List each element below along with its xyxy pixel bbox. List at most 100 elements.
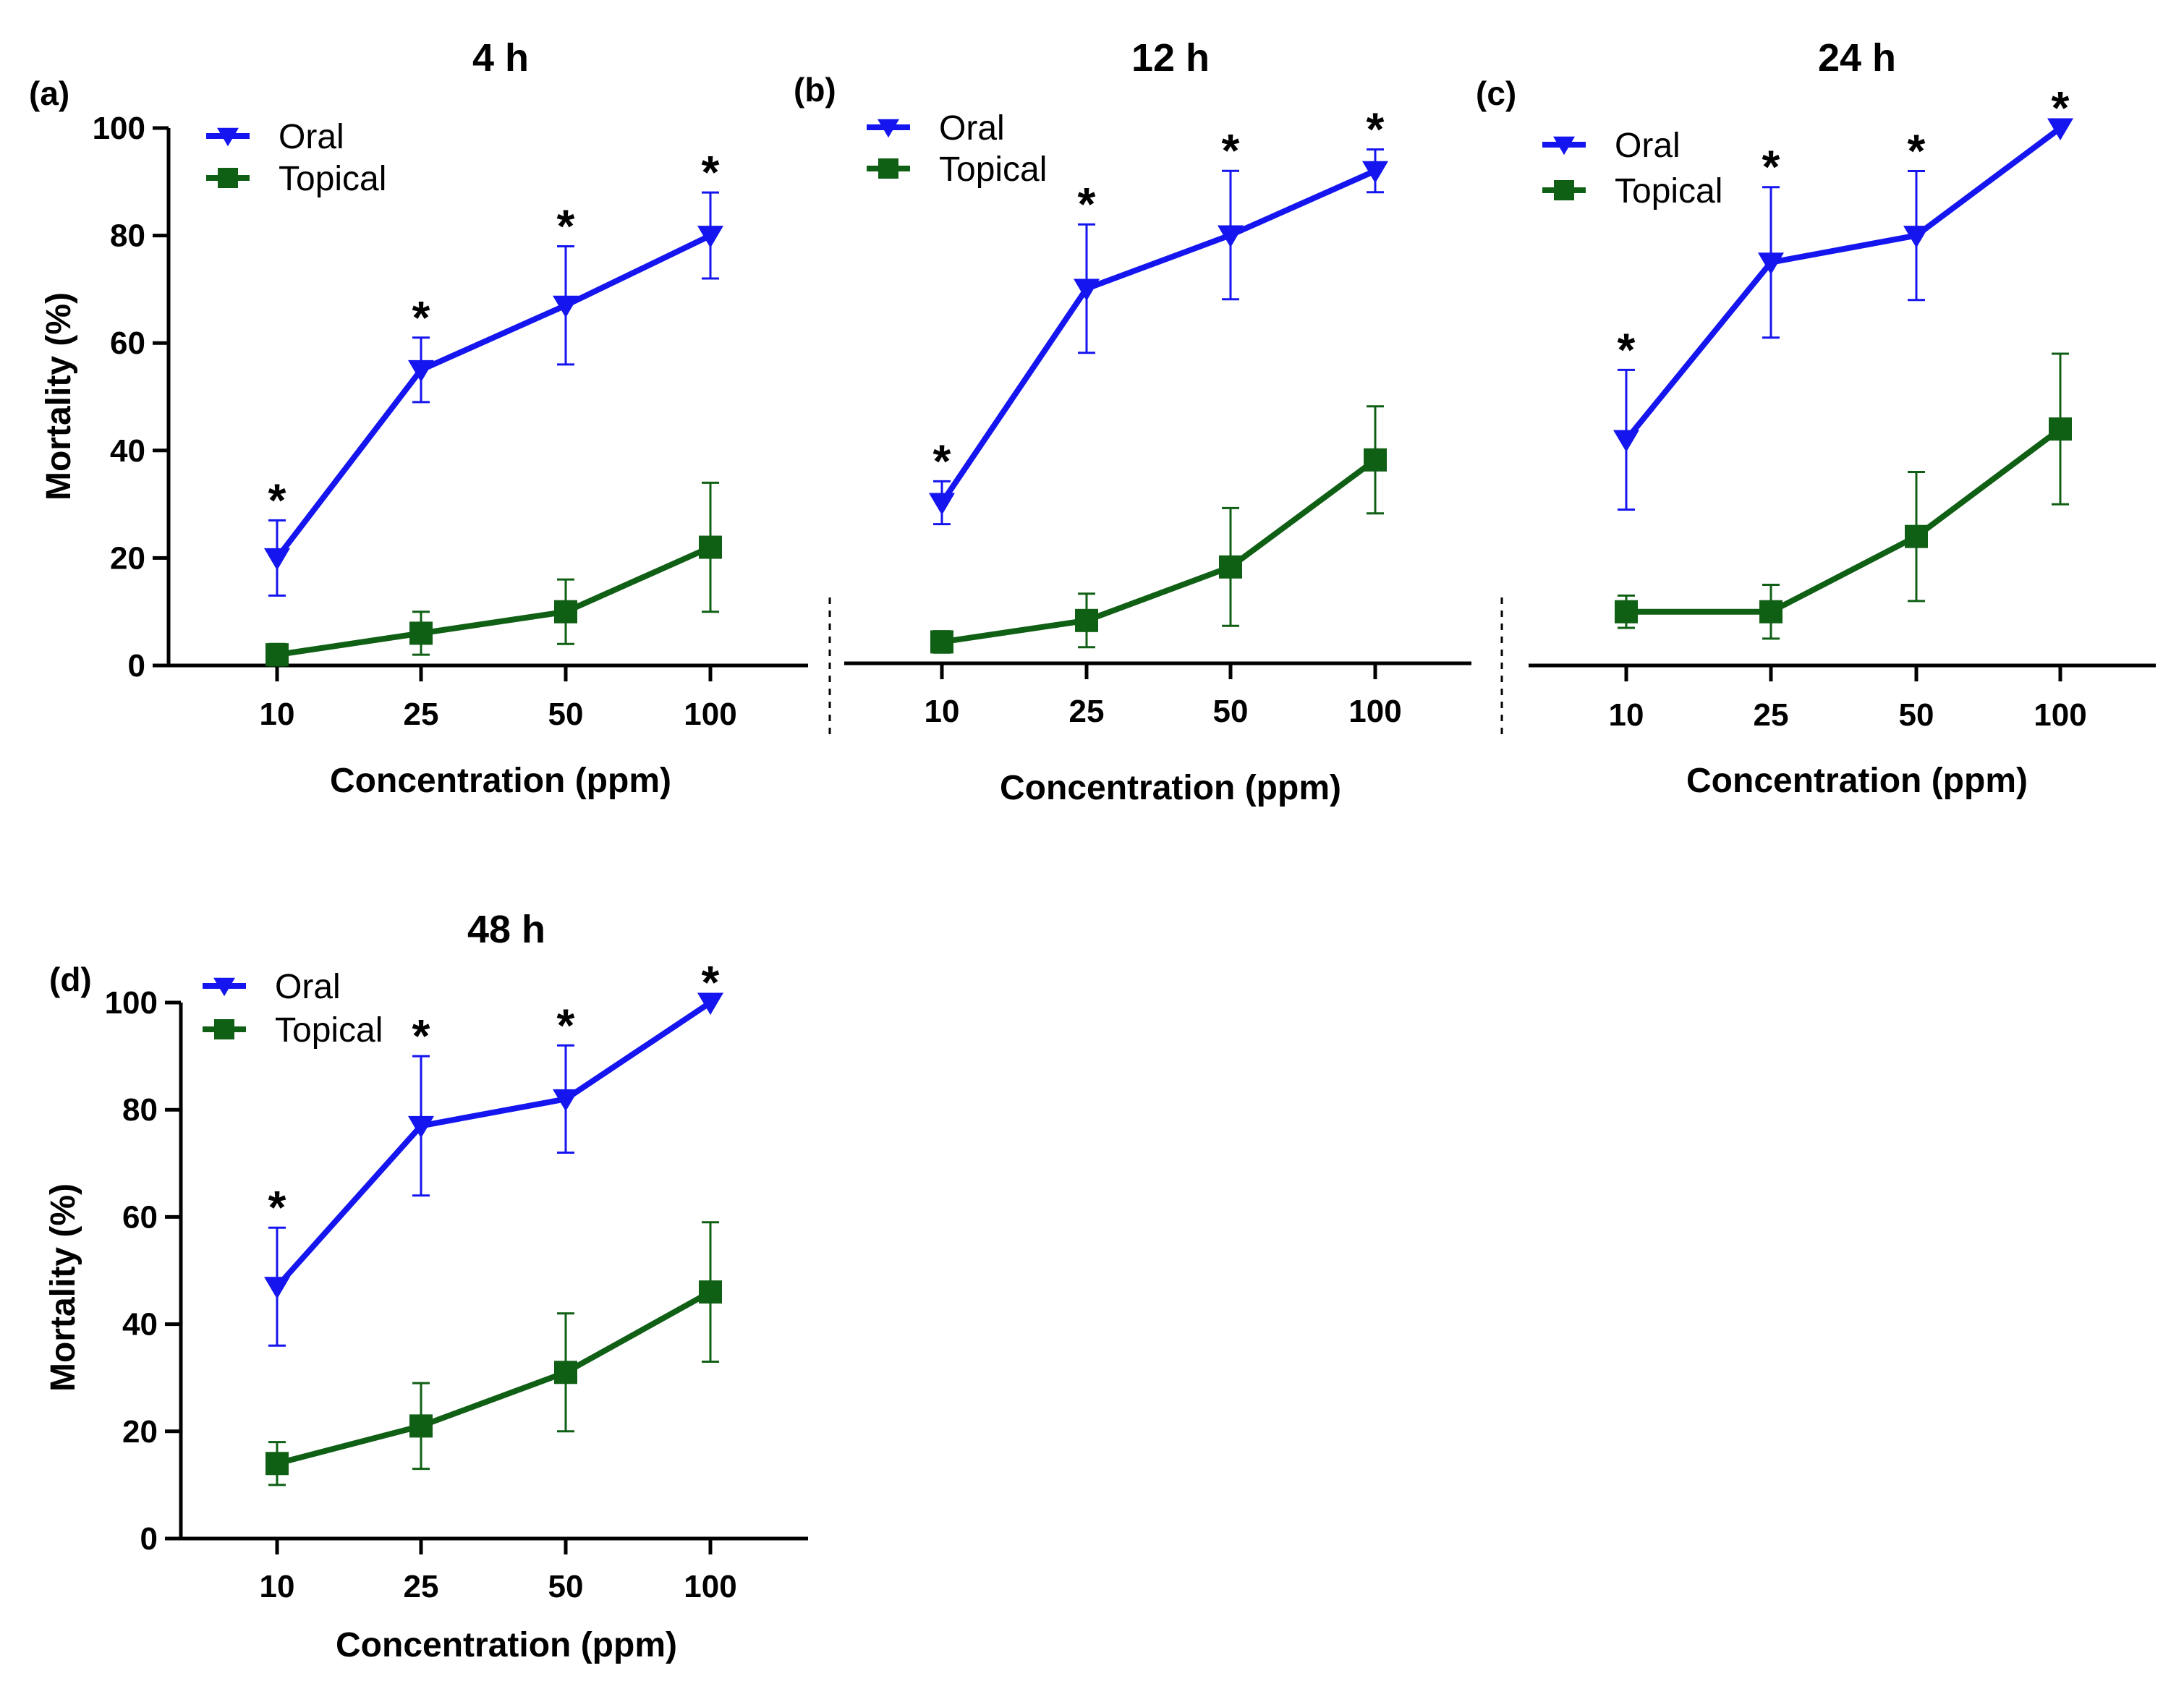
significance-star: * xyxy=(1367,103,1385,156)
y-tick-label: 100 xyxy=(105,985,158,1021)
legend-topical-marker xyxy=(1554,180,1574,200)
x-tick-label: 100 xyxy=(1348,694,1401,729)
oral-point xyxy=(1362,161,1388,184)
legend-oral-marker xyxy=(1553,136,1575,156)
y-tick-label: 80 xyxy=(110,218,145,254)
legend-topical-label: Topical xyxy=(275,1011,383,1050)
y-tick-label: 100 xyxy=(93,111,145,146)
x-tick-label: 50 xyxy=(1899,697,1934,733)
oral-point xyxy=(1613,430,1639,453)
topical-point xyxy=(265,643,289,667)
topical-point xyxy=(554,600,577,624)
oral-point xyxy=(2047,118,2073,141)
oral-series-line xyxy=(939,168,1377,505)
significance-star: * xyxy=(1078,178,1096,230)
x-tick-label: 50 xyxy=(1213,694,1249,729)
topical-series-line xyxy=(941,457,1377,645)
oral-point xyxy=(553,295,579,318)
x-tick-label: 25 xyxy=(1069,694,1105,729)
legend-oral-marker xyxy=(213,977,235,997)
x-axis-title: Concentration (ppm) xyxy=(1686,762,2028,800)
legend-oral-marker xyxy=(217,127,239,147)
significance-star: * xyxy=(702,956,720,1008)
x-tick-label: 10 xyxy=(1609,697,1644,733)
topical-point xyxy=(699,1280,722,1304)
panel-label: (c) xyxy=(1476,75,1516,112)
y-tick-label: 60 xyxy=(122,1199,158,1235)
legend-oral-label: Oral xyxy=(279,118,344,156)
topical-point xyxy=(409,1414,433,1438)
significance-star: * xyxy=(1762,141,1780,193)
y-tick-label: 60 xyxy=(110,326,145,361)
legend-topical-marker xyxy=(878,158,898,179)
x-tick-label: 100 xyxy=(684,1569,736,1604)
y-tick-label: 0 xyxy=(140,1521,158,1557)
significance-star: * xyxy=(268,474,286,526)
significance-star: * xyxy=(1908,124,1926,176)
topical-point xyxy=(409,621,433,645)
x-tick-label: 25 xyxy=(404,697,439,732)
oral-point xyxy=(1758,252,1784,275)
significance-star: * xyxy=(412,1010,430,1062)
oral-point xyxy=(408,360,434,383)
oral-series-line xyxy=(275,1000,713,1289)
topical-point xyxy=(1219,555,1242,579)
x-tick-label: 10 xyxy=(260,697,295,732)
chart-title: 4 h xyxy=(472,36,529,80)
topical-point xyxy=(2049,417,2072,441)
legend-topical-label: Topical xyxy=(939,150,1047,189)
oral-point xyxy=(553,1089,579,1112)
x-tick-label: 50 xyxy=(548,697,584,732)
significance-star: * xyxy=(702,146,720,198)
topical-point xyxy=(1905,524,1928,548)
x-axis-title: Concentration (ppm) xyxy=(336,1626,677,1664)
oral-point xyxy=(264,1277,290,1299)
legend-oral-label: Oral xyxy=(939,109,1005,148)
chart-title: 24 h xyxy=(1818,36,1896,80)
x-tick-label: 25 xyxy=(404,1569,439,1604)
significance-star: * xyxy=(412,292,430,344)
x-axis-title: Concentration (ppm) xyxy=(1000,769,1341,807)
chart-title: 12 h xyxy=(1131,36,1210,80)
topical-series-line xyxy=(276,544,712,658)
topical-series-line xyxy=(1626,426,2062,615)
y-tick-label: 0 xyxy=(128,648,145,684)
legend-oral-label: Oral xyxy=(275,968,341,1006)
oral-series-line xyxy=(1623,125,2062,442)
y-tick-label: 40 xyxy=(110,433,145,469)
chart-title: 48 h xyxy=(467,908,545,951)
y-tick-label: 20 xyxy=(122,1414,158,1450)
topical-point xyxy=(1759,600,1783,624)
oral-point xyxy=(929,493,955,516)
y-axis-title: Mortality (%) xyxy=(40,292,78,501)
oral-point xyxy=(1903,226,1929,248)
y-tick-label: 80 xyxy=(122,1092,158,1128)
oral-point xyxy=(1218,225,1244,248)
x-tick-label: 10 xyxy=(925,694,960,729)
x-tick-label: 50 xyxy=(548,1569,584,1604)
oral-series-line xyxy=(274,232,712,560)
panel-label: (d) xyxy=(49,961,92,998)
significance-star: * xyxy=(1222,124,1240,176)
oral-point xyxy=(697,226,723,248)
x-tick-label: 25 xyxy=(1754,697,1789,733)
x-tick-label: 10 xyxy=(260,1569,295,1604)
topical-point xyxy=(930,630,953,654)
panel-label: (b) xyxy=(794,71,836,109)
x-axis-title: Concentration (ppm) xyxy=(330,762,671,800)
topical-point xyxy=(265,1452,289,1476)
topical-point xyxy=(554,1361,577,1384)
y-tick-label: 20 xyxy=(110,540,145,576)
significance-star: * xyxy=(557,200,575,252)
legend-topical-label: Topical xyxy=(1615,172,1722,210)
panel-label: (a) xyxy=(29,75,69,112)
legend-topical-marker xyxy=(214,1019,234,1039)
legend-oral-label: Oral xyxy=(1615,127,1681,165)
topical-point xyxy=(1364,448,1387,472)
significance-star: * xyxy=(557,999,575,1051)
legend-topical-marker xyxy=(218,168,238,188)
legend-oral-marker xyxy=(878,119,899,138)
topical-point xyxy=(1075,608,1098,632)
y-axis-title: Mortality (%) xyxy=(44,1183,82,1392)
